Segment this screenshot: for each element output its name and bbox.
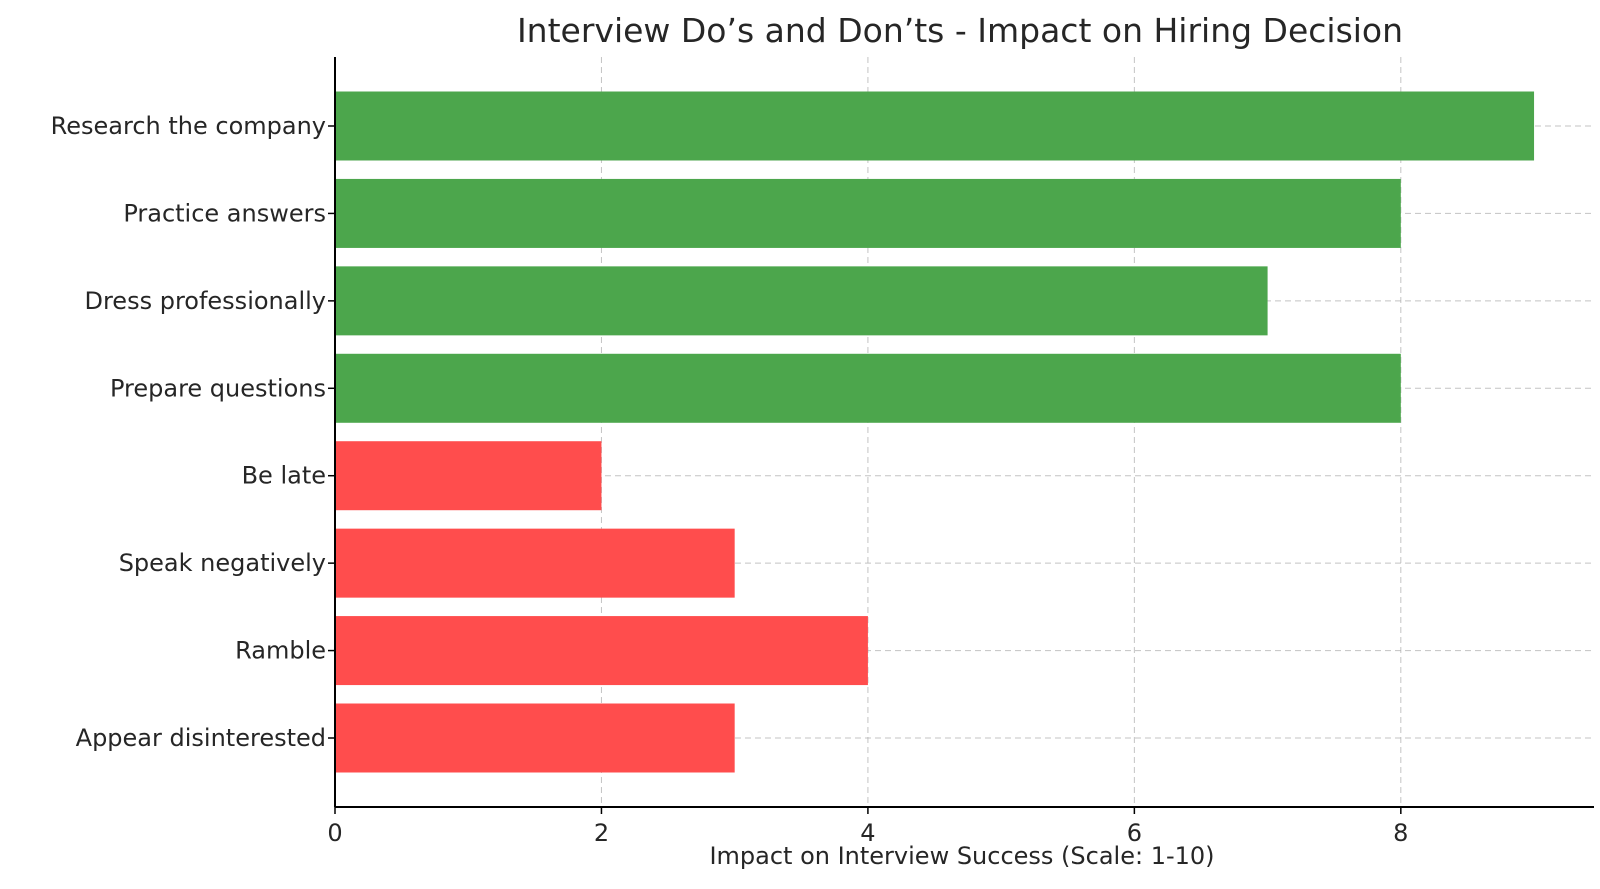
bar-practice-answers	[335, 178, 1401, 248]
x-tick-label: 2	[594, 819, 609, 847]
y-tick-label: Research the company	[51, 112, 326, 140]
y-tick-label: Prepare questions	[110, 374, 326, 402]
bars	[335, 91, 1535, 773]
grid-lines	[334, 57, 1594, 807]
y-tick-label: Dress professionally	[84, 287, 326, 315]
y-tick-label: Be late	[242, 462, 326, 490]
y-tick-label: Practice answers	[123, 199, 326, 227]
y-tick-label: Speak negatively	[119, 549, 326, 577]
y-tick-label: Ramble	[235, 637, 326, 665]
bar-dress-professionally	[335, 266, 1268, 336]
x-axis-label: Impact on Interview Success (Scale: 1-10…	[709, 842, 1214, 870]
y-tick-label: Appear disinterested	[76, 724, 326, 752]
x-tick-label: 0	[327, 819, 342, 847]
x-tick-label: 6	[1127, 819, 1142, 847]
axes	[328, 57, 1594, 814]
bar-ramble	[335, 616, 868, 686]
tick-labels: 0 2 4 6 8 Research the company Practice answer…	[51, 112, 1409, 847]
x-tick-label: 8	[1393, 819, 1408, 847]
chart-title: Interview Do’s and Don’ts - Impact on Hi…	[517, 11, 1403, 50]
bar-be-late	[335, 441, 602, 511]
bar-research-the-company	[335, 91, 1535, 161]
bar-speak-negatively	[335, 528, 735, 598]
x-tick-label: 4	[860, 819, 875, 847]
bar-appear-disinterested	[335, 703, 735, 773]
bar-prepare-questions	[335, 353, 1401, 423]
